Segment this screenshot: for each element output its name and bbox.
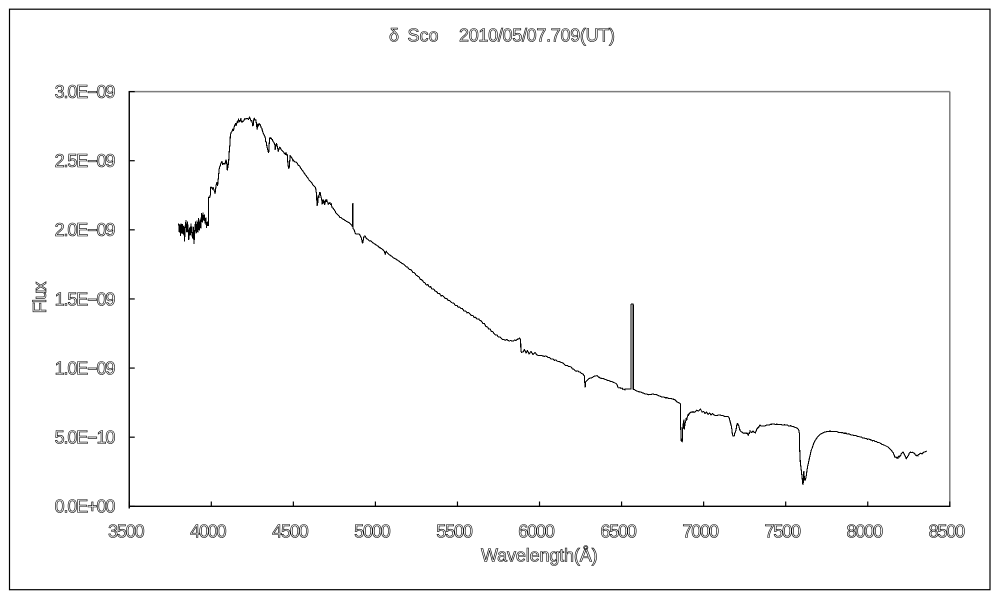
svg-text:1.0E−09: 1.0E−09 [55, 358, 116, 378]
svg-text:4500: 4500 [272, 522, 309, 542]
svg-text:6500: 6500 [600, 522, 637, 542]
svg-text:2.0E−09: 2.0E−09 [55, 220, 116, 240]
svg-text:6000: 6000 [518, 522, 555, 542]
svg-text:5500: 5500 [436, 522, 473, 542]
svg-text:0.0E+00: 0.0E+00 [55, 497, 116, 517]
svg-text:Flux: Flux [30, 281, 50, 313]
svg-text:Sco: Sco [408, 25, 439, 45]
svg-text:5.0E−10: 5.0E−10 [55, 428, 116, 448]
svg-text:Wavelength(Å): Wavelength(Å) [481, 545, 597, 565]
svg-text:7500: 7500 [764, 522, 801, 542]
svg-text:3500: 3500 [108, 522, 145, 542]
svg-text:8000: 8000 [847, 522, 884, 542]
svg-text:2.5E−09: 2.5E−09 [55, 151, 116, 171]
svg-text:8500: 8500 [929, 522, 966, 542]
svg-text:7000: 7000 [682, 522, 719, 542]
svg-text:δ: δ [389, 25, 399, 45]
svg-text:1.5E−09: 1.5E−09 [55, 289, 116, 309]
svg-text:5000: 5000 [354, 522, 391, 542]
svg-text:3.0E−09: 3.0E−09 [55, 82, 116, 102]
svg-text:4000: 4000 [190, 522, 227, 542]
svg-text:2010/05/07.709(UT): 2010/05/07.709(UT) [459, 25, 615, 45]
